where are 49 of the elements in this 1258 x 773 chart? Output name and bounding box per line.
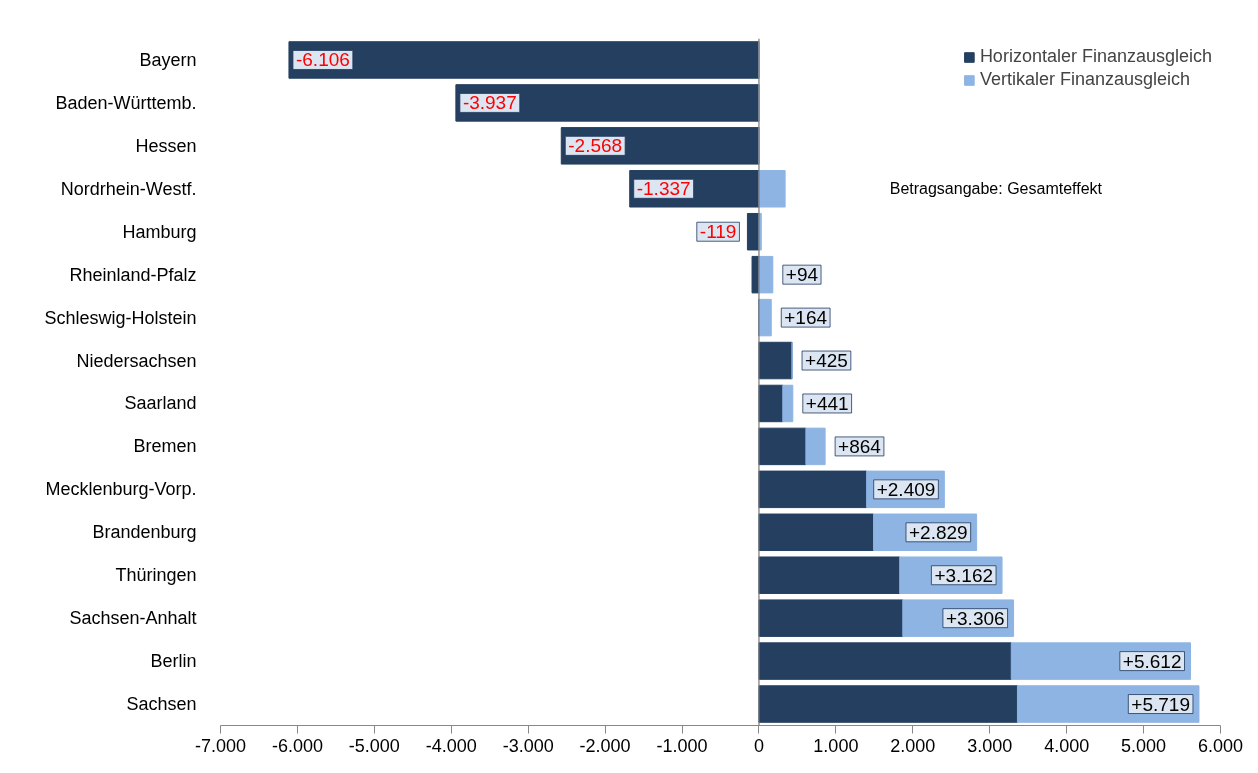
text: +164 [784,307,828,329]
y-tick-label: Mecklenburg-Vorp. [45,479,197,500]
y-tick-label: Hamburg [122,221,197,242]
y-tick-label: Brandenburg [92,522,197,543]
text: -2.568 [568,135,623,157]
text: +441 [805,392,849,414]
y-tick-label: Thüringen [115,565,197,586]
text: -1.337 [636,178,691,200]
x-tick-label: -1.000 [656,735,708,756]
x-tick-label: 0 [753,735,764,756]
x-tick-label: -7.000 [194,735,247,756]
x-tick-label: -5.000 [348,735,400,756]
y-tick-label: Bayern [139,49,197,70]
x-tick-label: 6.000 [1197,735,1244,756]
text: +5.719 [1131,693,1190,715]
x-tick-label: -2.000 [579,735,631,756]
text: -119 [699,221,737,243]
x-tick-label: 2.000 [890,735,936,756]
y-tick-label: Nordrhein-Westf. [60,178,197,199]
legend-label: Horizontaler Finanzausgleich [979,46,1212,67]
y-tick-label: Bremen [133,436,197,457]
y-tick-label: Sachsen [126,694,197,715]
text: +3.306 [945,607,1005,629]
legend-label: Vertikaler Finanzausgleich [979,69,1190,90]
text: +2.829 [909,521,968,543]
y-tick-label: Schleswig-Holstein [44,307,197,328]
y-tick-label: Baden-Württemb. [55,92,197,113]
x-tick-label: 1.000 [813,735,859,756]
text: +3.162 [934,564,994,586]
y-tick-label: Sachsen-Anhalt [69,608,197,629]
x-tick-label: -6.000 [271,735,323,756]
x-tick-label: 3.000 [967,735,1013,756]
y-tick-label: Hessen [135,135,197,156]
x-tick-label: 4.000 [1044,735,1090,756]
text: +425 [805,350,848,372]
annotation: Betragsangabe: Gesamteffekt [889,180,1103,198]
text: +864 [838,435,881,457]
y-tick-label: Niedersachsen [76,350,197,371]
text: -3.937 [462,92,517,114]
text: -6.106 [295,49,350,71]
text: +2.409 [876,478,936,500]
x-tick-label: 5.000 [1121,735,1167,756]
y-tick-label: Berlin [150,651,197,672]
y-tick-label: Rheinland-Pfalz [69,264,197,285]
x-tick-label: -4.000 [425,735,477,756]
text: +5.612 [1122,650,1182,672]
x-tick-label: -3.000 [502,735,554,756]
y-tick-label: Saarland [124,393,197,414]
text: +94 [785,264,819,286]
